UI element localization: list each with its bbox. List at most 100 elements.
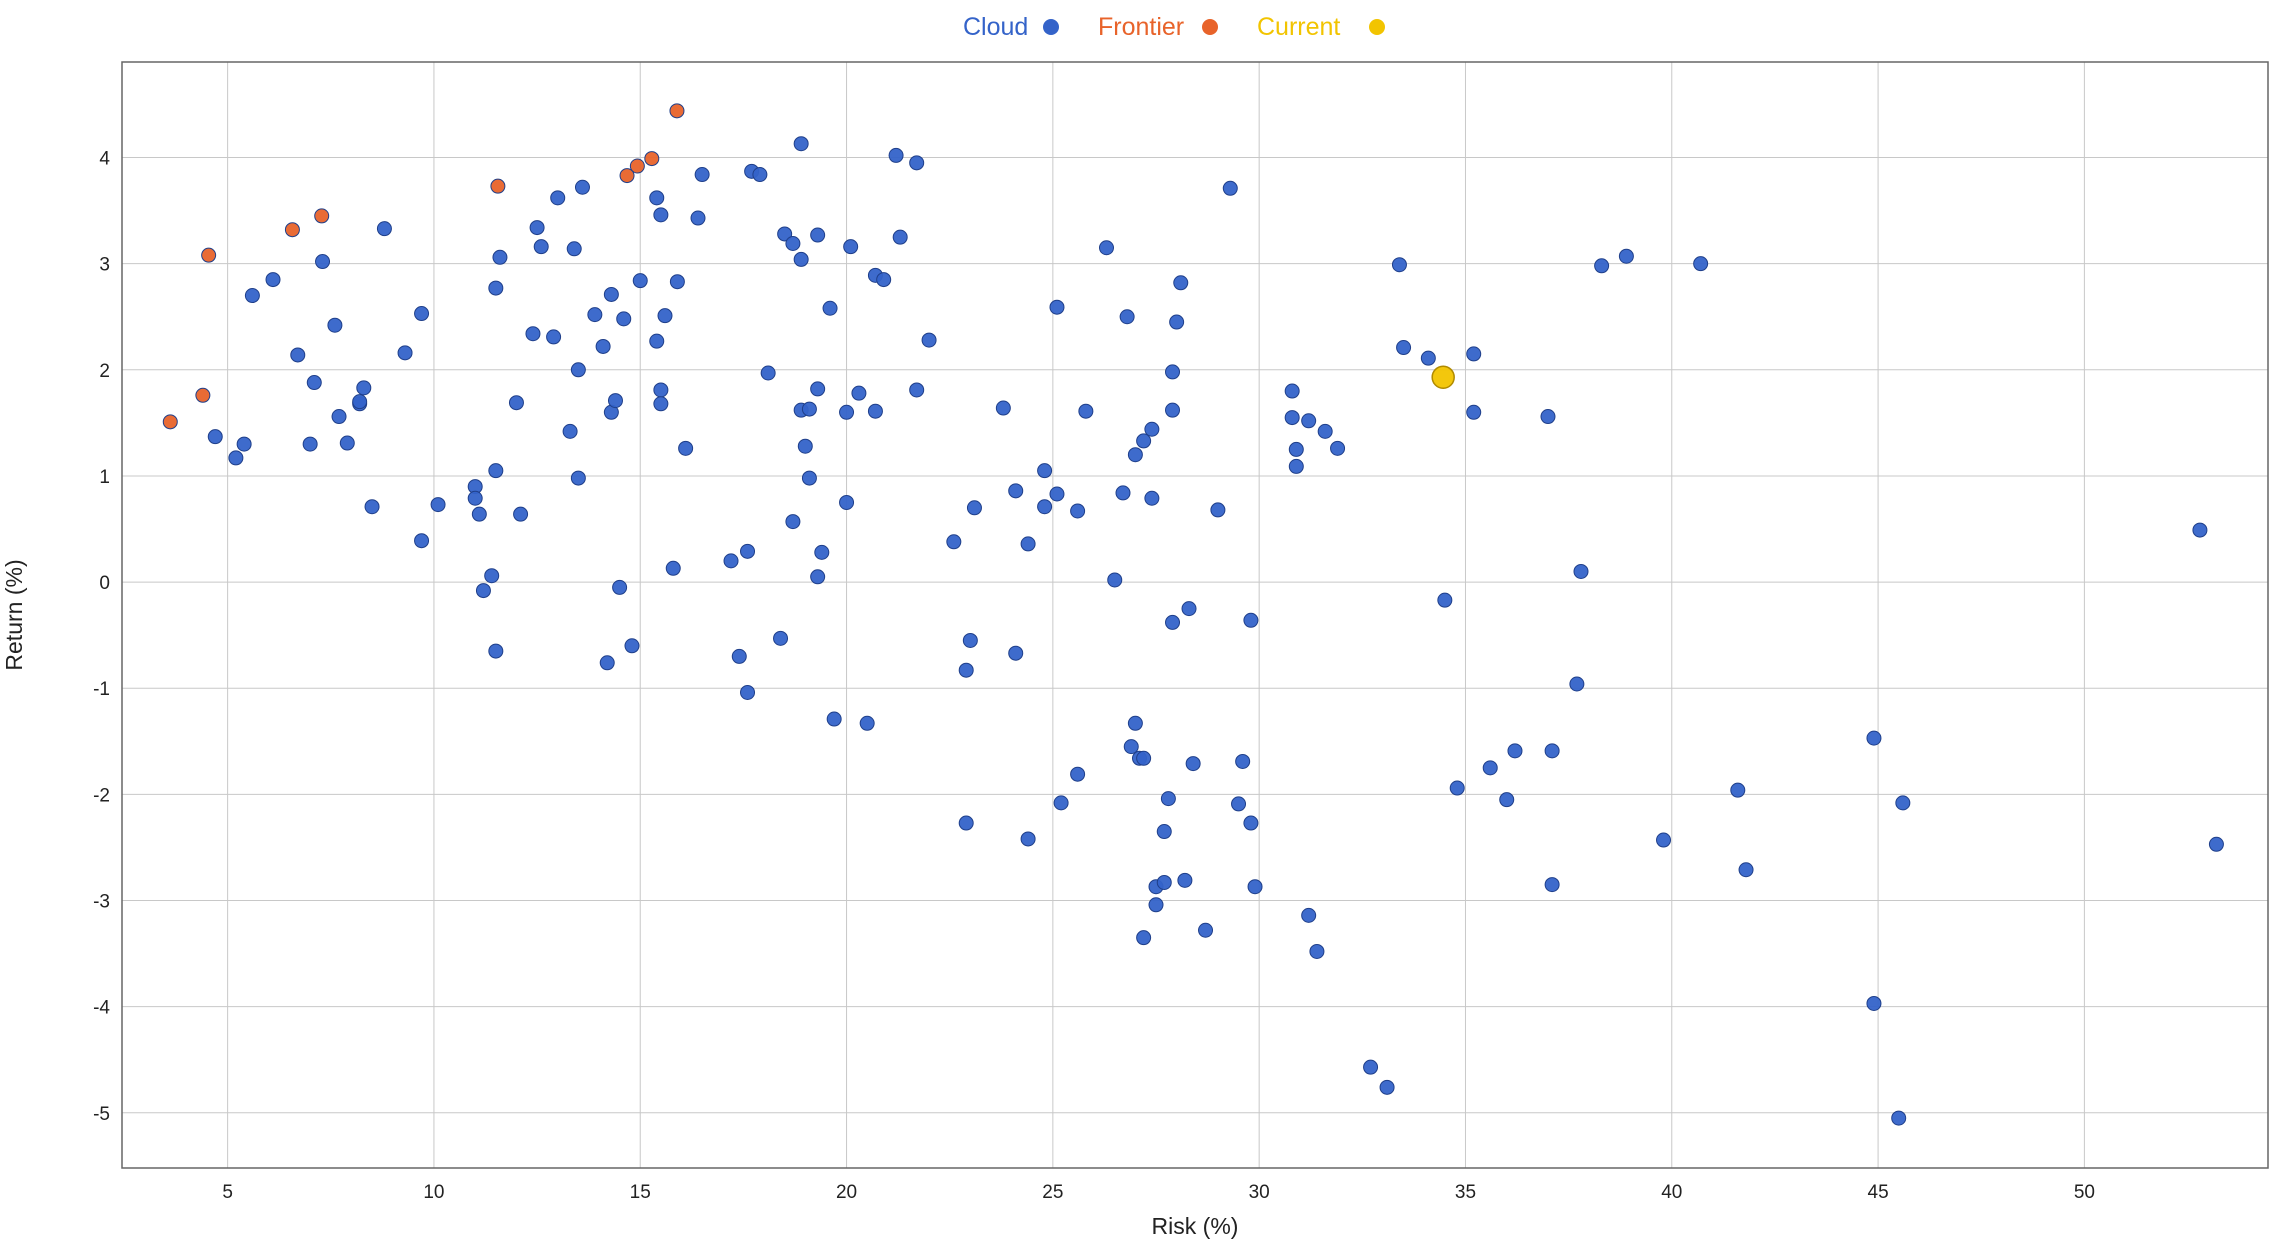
cloud-point[interactable] [1466, 346, 1482, 362]
cloud-point[interactable] [921, 332, 937, 348]
cloud-point[interactable] [1507, 743, 1523, 759]
cloud-point[interactable] [958, 815, 974, 831]
cloud-point[interactable] [731, 648, 747, 664]
cloud-point[interactable] [909, 382, 925, 398]
cloud-point[interactable] [777, 226, 793, 242]
cloud-point[interactable] [1070, 766, 1086, 782]
cloud-point[interactable] [1144, 490, 1160, 506]
cloud-point[interactable] [1181, 601, 1197, 617]
cloud-point[interactable] [1330, 440, 1346, 456]
cloud-point[interactable] [773, 630, 789, 646]
cloud-point[interactable] [797, 438, 813, 454]
cloud-point[interactable] [793, 136, 809, 152]
cloud-point[interactable] [1053, 795, 1069, 811]
cloud-point[interactable] [1288, 441, 1304, 457]
cloud-point[interactable] [607, 393, 623, 409]
cloud-point[interactable] [1247, 879, 1263, 895]
cloud-point[interactable] [1437, 592, 1453, 608]
cloud-point[interactable] [339, 435, 355, 451]
cloud-point[interactable] [785, 236, 801, 252]
cloud-point[interactable] [1136, 750, 1152, 766]
cloud-point[interactable] [562, 423, 578, 439]
cloud-point[interactable] [352, 394, 368, 410]
cloud-point[interactable] [1020, 536, 1036, 552]
cloud-point[interactable] [657, 308, 673, 324]
frontier-point[interactable] [629, 158, 645, 174]
cloud-point[interactable] [1049, 486, 1065, 502]
cloud-point[interactable] [2208, 836, 2224, 852]
cloud-point[interactable] [1185, 756, 1201, 772]
cloud-point[interactable] [909, 155, 925, 171]
cloud-point[interactable] [376, 221, 392, 237]
cloud-point[interactable] [1037, 499, 1053, 515]
cloud-point[interactable] [962, 632, 978, 648]
cloud-point[interactable] [678, 440, 694, 456]
cloud-point[interactable] [1136, 930, 1152, 946]
cloud-point[interactable] [669, 274, 685, 290]
current-point[interactable] [1431, 365, 1455, 389]
cloud-point[interactable] [492, 249, 508, 265]
cloud-point[interactable] [839, 494, 855, 510]
cloud-point[interactable] [570, 470, 586, 486]
cloud-point[interactable] [810, 569, 826, 585]
cloud-point[interactable] [843, 239, 859, 255]
cloud-point[interactable] [810, 381, 826, 397]
cloud-point[interactable] [529, 220, 545, 236]
cloud-point[interactable] [1618, 248, 1634, 264]
cloud-point[interactable] [574, 179, 590, 195]
cloud-point[interactable] [471, 506, 487, 522]
cloud-point[interactable] [331, 409, 347, 425]
cloud-point[interactable] [1020, 831, 1036, 847]
cloud-point[interactable] [1288, 458, 1304, 474]
cloud-point[interactable] [1119, 309, 1135, 325]
cloud-point[interactable] [851, 385, 867, 401]
legend-label-frontier[interactable]: Frontier [1098, 13, 1184, 41]
cloud-point[interactable] [513, 506, 529, 522]
cloud-point[interactable] [1693, 256, 1709, 272]
cloud-point[interactable] [839, 404, 855, 420]
cloud-point[interactable] [1037, 463, 1053, 479]
cloud-point[interactable] [1482, 760, 1498, 776]
cloud-point[interactable] [302, 436, 318, 452]
legend-label-current[interactable]: Current [1257, 13, 1340, 41]
cloud-point[interactable] [315, 254, 331, 270]
cloud-point[interactable] [966, 500, 982, 516]
cloud-point[interactable] [566, 241, 582, 257]
cloud-point[interactable] [1301, 907, 1317, 923]
cloud-point[interactable] [752, 167, 768, 183]
cloud-point[interactable] [723, 553, 739, 569]
cloud-point[interactable] [430, 497, 446, 513]
cloud-point[interactable] [228, 450, 244, 466]
cloud-point[interactable] [207, 429, 223, 445]
frontier-point[interactable] [619, 168, 635, 184]
cloud-point[interactable] [1173, 275, 1189, 291]
cloud-point[interactable] [1466, 404, 1482, 420]
cloud-point[interactable] [995, 400, 1011, 416]
cloud-point[interactable] [1136, 433, 1152, 449]
cloud-point[interactable] [892, 229, 908, 245]
cloud-point[interactable] [665, 560, 681, 576]
legend-label-cloud[interactable]: Cloud [963, 13, 1028, 41]
cloud-point[interactable] [1070, 503, 1086, 519]
cloud-point[interactable] [785, 514, 801, 530]
cloud-point[interactable] [488, 643, 504, 659]
cloud-point[interactable] [236, 436, 252, 452]
cloud-point[interactable] [1222, 180, 1238, 196]
cloud-point[interactable] [1177, 872, 1193, 888]
cloud-point[interactable] [1284, 410, 1300, 426]
cloud-point[interactable] [1123, 739, 1139, 755]
cloud-point[interactable] [1895, 795, 1911, 811]
cloud-point[interactable] [488, 463, 504, 479]
cloud-point[interactable] [814, 544, 830, 560]
cloud-point[interactable] [1156, 824, 1172, 840]
cloud-point[interactable] [740, 543, 756, 559]
cloud-point[interactable] [1499, 792, 1515, 808]
cloud-point[interactable] [1127, 447, 1143, 463]
cloud-point[interactable] [1115, 485, 1131, 501]
cloud-point[interactable] [414, 306, 430, 322]
cloud-point[interactable] [1008, 645, 1024, 661]
cloud-point[interactable] [612, 579, 628, 595]
cloud-point[interactable] [760, 365, 776, 381]
cloud-point[interactable] [1301, 413, 1317, 429]
cloud-point[interactable] [488, 280, 504, 296]
